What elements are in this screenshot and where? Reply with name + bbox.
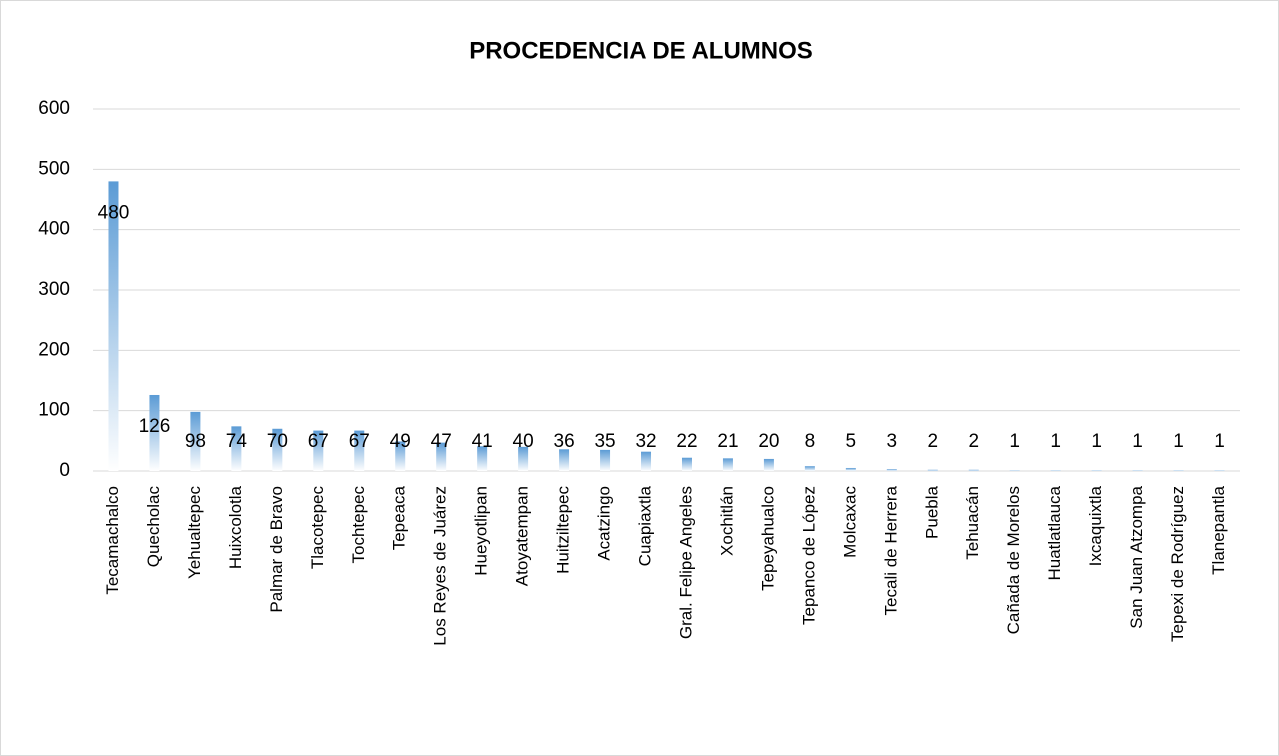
data-label: 67	[349, 431, 370, 452]
x-tick-label: Tochtepec	[349, 486, 368, 564]
x-tick-label: Quecholac	[144, 486, 163, 568]
data-label: 1	[1009, 431, 1020, 452]
data-label: 3	[887, 431, 898, 452]
bar	[477, 446, 488, 471]
y-tick-label: 500	[38, 158, 70, 179]
x-tick-label: Los Reyes de Juárez	[431, 486, 450, 646]
bar	[354, 430, 365, 471]
x-tick-label: Palmar de Bravo	[267, 486, 286, 613]
x-tick-label: Tepanco de López	[799, 486, 818, 625]
x-tick-label: Ixcaquixtla	[1086, 485, 1105, 566]
y-tick-label: 600	[38, 98, 70, 119]
bar	[559, 449, 570, 471]
data-label: 74	[226, 431, 248, 452]
bar	[1132, 470, 1143, 471]
x-tick-label: Yehualtepec	[185, 486, 204, 579]
x-tick-label: Huatlatlauca	[1045, 485, 1064, 580]
data-label: 22	[676, 431, 697, 452]
x-tick-label: Cañada de Morelos	[1004, 486, 1023, 634]
x-tick-label: Cuapiaxtla	[636, 485, 655, 566]
data-label: 41	[472, 431, 493, 452]
data-label: 67	[308, 431, 329, 452]
data-label: 20	[758, 431, 779, 452]
bar	[722, 458, 733, 471]
bar	[804, 466, 815, 471]
data-label: 98	[185, 431, 206, 452]
bar	[395, 441, 406, 471]
x-tick-label: Huixcolotla	[226, 485, 245, 569]
x-tick-label: San Juan Atzompa	[1127, 485, 1146, 628]
x-tick-label: Tepeyahualco	[758, 486, 777, 591]
bar	[641, 451, 652, 471]
x-tick-label: Tlacotepec	[308, 486, 327, 570]
data-label: 5	[846, 431, 857, 452]
bar	[600, 449, 611, 471]
data-label: 8	[805, 431, 816, 452]
bar	[1173, 470, 1184, 471]
bar	[272, 428, 283, 471]
bar	[1009, 470, 1020, 471]
data-label: 1	[1132, 431, 1143, 452]
data-label: 480	[98, 202, 130, 223]
data-label: 126	[139, 416, 171, 437]
y-tick-label: 200	[38, 339, 70, 360]
y-tick-label: 300	[38, 279, 70, 300]
bar	[436, 442, 447, 471]
x-tick-label: Molcaxac	[840, 486, 859, 558]
bar	[1091, 470, 1102, 471]
y-tick-label: 100	[38, 400, 70, 421]
x-tick-label: Huitziltepec	[554, 486, 573, 574]
data-label: 47	[431, 431, 452, 452]
bar	[1214, 470, 1225, 471]
bar	[149, 394, 160, 471]
x-tick-label: Puebla	[922, 485, 941, 538]
data-label: 1	[1173, 431, 1184, 452]
x-tick-label: Acatzingo	[595, 486, 614, 561]
x-tick-label: Tecali de Herrera	[881, 485, 900, 615]
x-tick-label: Atoyatempan	[513, 486, 532, 586]
data-label: 1	[1214, 431, 1225, 452]
x-tick-label: Tecamachalco	[103, 486, 122, 595]
bar	[886, 469, 897, 471]
bar	[108, 181, 119, 471]
data-label: 1	[1091, 431, 1102, 452]
bar	[845, 467, 856, 471]
bar	[518, 446, 529, 471]
bar	[681, 457, 692, 471]
x-tick-label: Xochitlán	[717, 486, 736, 556]
bar	[763, 458, 774, 471]
bar	[927, 469, 938, 471]
bar	[190, 411, 201, 471]
data-label: 36	[554, 431, 575, 452]
x-tick-label: Tehuacán	[963, 486, 982, 560]
x-tick-label: Hueyotlipan	[472, 486, 491, 576]
y-tick-label: 400	[38, 219, 70, 240]
bar	[231, 426, 242, 471]
bar	[968, 469, 979, 471]
x-tick-label: Tepeaca	[390, 485, 409, 550]
y-tick-label: 0	[59, 460, 70, 481]
data-label: 35	[594, 431, 615, 452]
data-label: 49	[390, 431, 411, 452]
data-label: 40	[513, 431, 534, 452]
data-label: 21	[717, 431, 738, 452]
x-tick-label: Tepexi de Rodríguez	[1168, 486, 1187, 642]
data-label: 70	[267, 431, 288, 452]
data-label: 1	[1050, 431, 1061, 452]
data-label: 32	[635, 431, 656, 452]
data-label: 2	[968, 431, 979, 452]
x-tick-label: Gral. Felipe Angeles	[676, 486, 695, 639]
x-tick-label: Tlanepantla	[1209, 485, 1228, 574]
chart-title: PROCEDENCIA DE ALUMNOS	[469, 37, 813, 64]
data-label: 2	[927, 431, 938, 452]
bar	[313, 430, 324, 471]
bar	[1050, 470, 1061, 471]
